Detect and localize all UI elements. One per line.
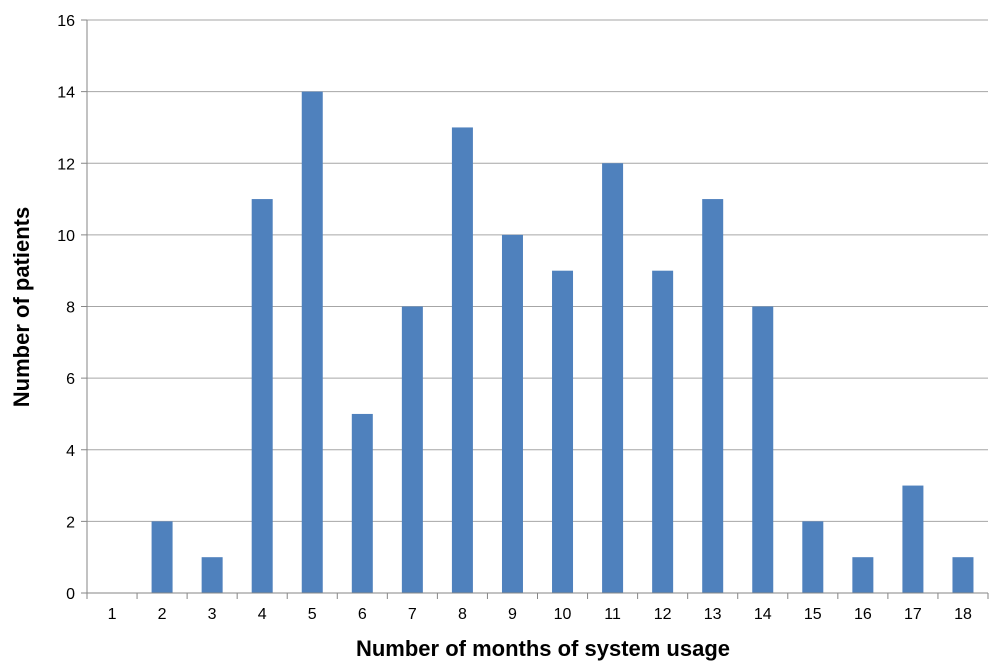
bar-month-8 [451, 127, 473, 593]
x-tick-label: 13 [704, 606, 722, 623]
y-tick-label: 10 [57, 228, 75, 245]
x-tick-label: 2 [158, 606, 167, 623]
bar-month-13 [702, 199, 724, 593]
x-tick-label: 6 [358, 606, 367, 623]
x-tick-label: 16 [854, 606, 872, 623]
gridlines [87, 19, 988, 522]
y-axis-ticks: 0 2 4 6 8 10 12 14 16 [57, 13, 87, 603]
x-tick-label: 10 [554, 606, 572, 623]
x-tick-label: 9 [508, 606, 517, 623]
bar-month-14 [752, 306, 774, 593]
bar-month-15 [802, 521, 824, 593]
bar-month-3 [201, 557, 223, 593]
x-axis-title: Number of months of system usage [356, 636, 730, 661]
bar-month-11 [602, 163, 624, 593]
bar-month-12 [652, 270, 674, 593]
bar-month-9 [501, 234, 523, 593]
x-axis-ticks: 1 2 3 4 5 6 7 8 9 10 11 12 13 14 15 16 17 18 [86, 593, 989, 623]
bar-month-18 [952, 557, 974, 593]
bar-month-17 [902, 485, 924, 593]
y-tick-label: 2 [66, 514, 75, 531]
y-tick-label: 12 [57, 156, 75, 173]
bar-month-16 [852, 557, 874, 593]
x-tick-label: 3 [208, 606, 217, 623]
x-tick-label: 17 [904, 606, 922, 623]
x-tick-label: 18 [954, 606, 972, 623]
bar-month-7 [401, 306, 423, 593]
y-tick-label: 16 [57, 13, 75, 30]
x-tick-label: 8 [458, 606, 467, 623]
x-tick-label: 1 [108, 606, 117, 623]
bar-month-4 [251, 199, 273, 593]
x-tick-label: 12 [654, 606, 672, 623]
x-tick-label: 15 [804, 606, 822, 623]
x-tick-label: 7 [408, 606, 417, 623]
x-tick-label: 4 [258, 606, 267, 623]
y-tick-label: 8 [66, 300, 75, 317]
bar-month-5 [301, 91, 323, 593]
y-tick-label: 6 [66, 371, 75, 388]
y-tick-label: 14 [57, 85, 75, 102]
y-axis-title: Number of patients [9, 207, 34, 407]
bar-month-6 [351, 413, 373, 593]
y-tick-label: 4 [66, 443, 75, 460]
y-tick-label: 0 [66, 586, 75, 603]
x-tick-label: 5 [308, 606, 317, 623]
bar-month-10 [552, 270, 574, 593]
x-tick-label: 11 [604, 606, 621, 623]
bars [151, 91, 974, 593]
bar-month-2 [151, 521, 173, 593]
x-tick-label: 14 [754, 606, 772, 623]
